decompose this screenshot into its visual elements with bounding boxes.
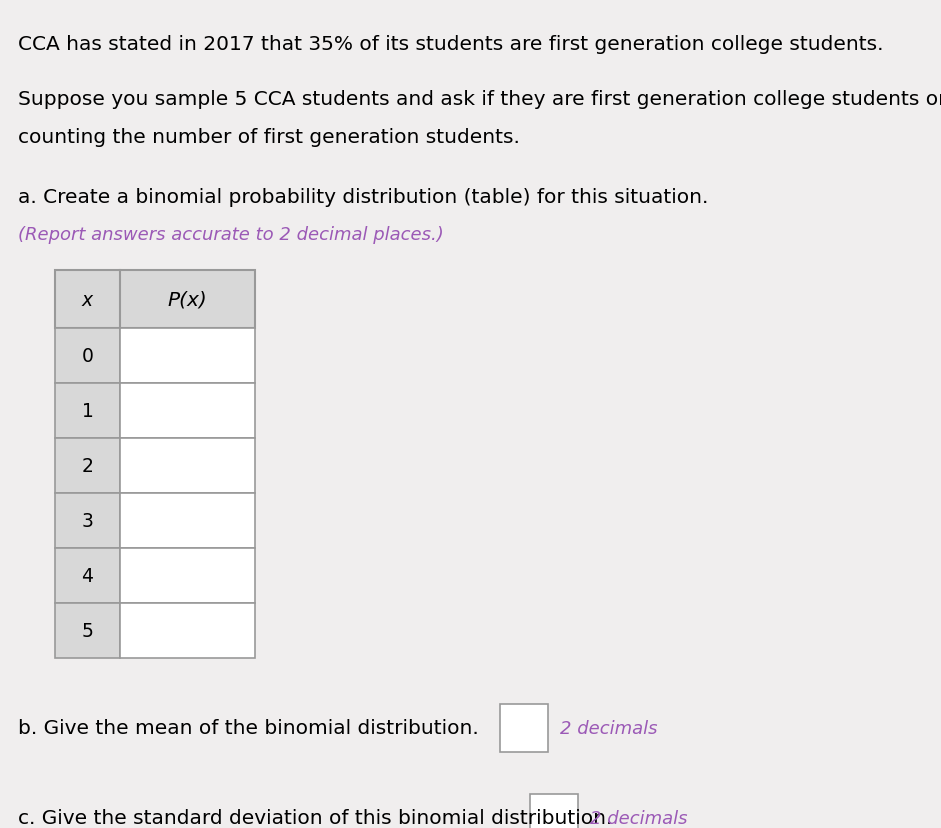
Text: 2 decimals: 2 decimals [560,720,658,737]
Text: x: x [82,290,93,309]
Bar [120,439,255,493]
Text: b. Give the mean of the binomial distribution.: b. Give the mean of the binomial distrib… [18,719,479,738]
Text: P(x): P(x) [167,290,207,309]
Bar [55,439,120,493]
Bar [500,704,548,752]
Text: a. Create a binomial probability distribution (table) for this situation.: a. Create a binomial probability distrib… [18,188,709,207]
Text: Suppose you sample 5 CCA students and ask if they are first generation college s: Suppose you sample 5 CCA students and as… [18,90,941,108]
Bar [55,548,120,604]
Bar [120,604,255,658]
Text: 2: 2 [82,456,93,475]
Text: 1: 1 [82,402,93,421]
Bar [55,329,120,383]
Text: 4: 4 [82,566,93,585]
Bar [55,493,120,548]
Bar [55,604,120,658]
Text: 5: 5 [82,621,93,640]
Text: 3: 3 [82,512,93,531]
Text: CCA has stated in 2017 that 35% of its students are first generation college stu: CCA has stated in 2017 that 35% of its s… [18,35,884,54]
Text: c. Give the standard deviation of this binomial distribution.: c. Give the standard deviation of this b… [18,808,613,827]
Bar [120,329,255,383]
Text: (Report answers accurate to 2 decimal places.): (Report answers accurate to 2 decimal pl… [18,226,444,243]
Bar [120,383,255,439]
Text: 2 decimals: 2 decimals [590,809,688,827]
Bar [120,548,255,604]
Bar [55,383,120,439]
Text: 0: 0 [82,347,93,365]
Bar [120,493,255,548]
Text: counting the number of first generation students.: counting the number of first generation … [18,128,519,147]
Bar [530,794,578,828]
Bar [55,271,255,329]
